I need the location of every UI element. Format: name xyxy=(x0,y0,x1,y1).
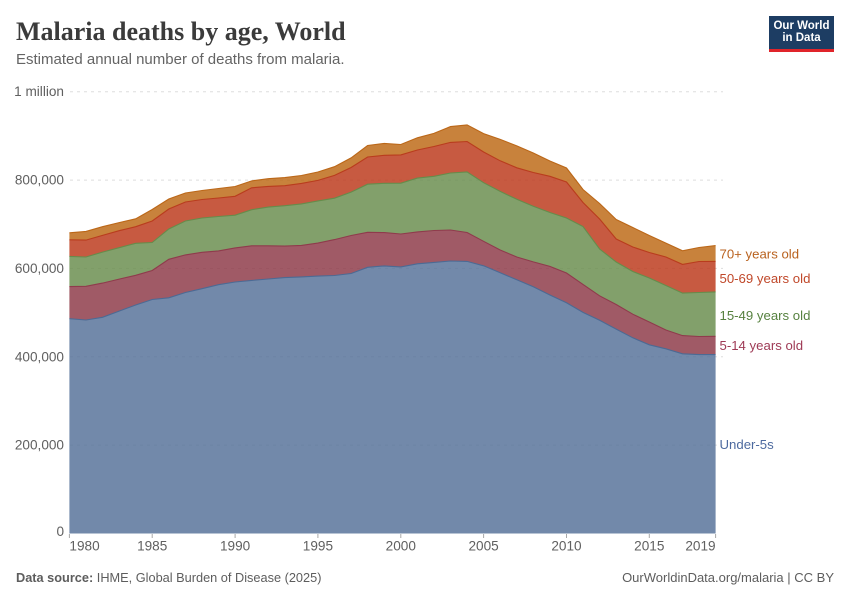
svg-text:2015: 2015 xyxy=(634,539,664,554)
svg-text:50-69 years old: 50-69 years old xyxy=(720,271,811,286)
svg-text:2010: 2010 xyxy=(551,539,582,554)
svg-text:600,000: 600,000 xyxy=(15,261,65,276)
svg-text:2000: 2000 xyxy=(386,539,417,554)
svg-text:1990: 1990 xyxy=(220,539,251,554)
svg-text:15-49 years old: 15-49 years old xyxy=(720,308,811,323)
svg-text:2019: 2019 xyxy=(685,539,715,554)
svg-text:2005: 2005 xyxy=(468,539,498,554)
svg-text:800,000: 800,000 xyxy=(15,173,65,188)
svg-text:1 million: 1 million xyxy=(14,84,64,99)
svg-text:400,000: 400,000 xyxy=(15,349,65,364)
svg-text:1995: 1995 xyxy=(303,539,333,554)
svg-text:200,000: 200,000 xyxy=(15,438,65,453)
svg-text:1980: 1980 xyxy=(69,539,100,554)
svg-text:0: 0 xyxy=(56,524,64,539)
svg-text:5-14 years old: 5-14 years old xyxy=(720,338,804,353)
svg-text:70+ years old: 70+ years old xyxy=(720,246,800,261)
svg-text:Under-5s: Under-5s xyxy=(720,437,775,452)
svg-text:1985: 1985 xyxy=(137,539,167,554)
